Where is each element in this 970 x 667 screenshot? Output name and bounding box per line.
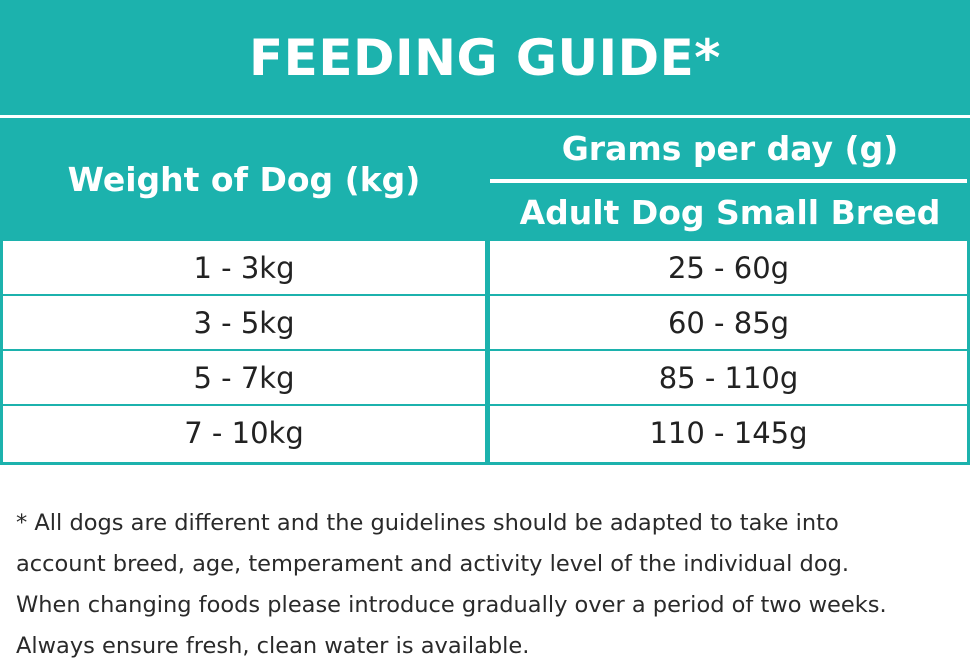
footnote-line: * All dogs are different and the guideli…	[16, 510, 839, 536]
table-row: 3 - 5kg 60 - 85g	[3, 294, 967, 349]
weight-cell: 5 - 7kg	[193, 360, 295, 395]
footnote-line: When changing foods please introduce gra…	[16, 592, 887, 618]
grams-column-header-label: Grams per day (g)	[561, 129, 899, 168]
feeding-table: Weight of Dog (kg) Grams per day (g) Adu…	[0, 118, 970, 465]
weight-cell: 7 - 10kg	[184, 415, 304, 450]
grams-column-header: Grams per day (g)	[490, 118, 970, 179]
table-body: 1 - 3kg 25 - 60g 3 - 5kg 60 - 85g 5 - 7k…	[3, 241, 967, 459]
breed-subheader: Adult Dog Small Breed	[490, 183, 970, 241]
weight-column-header: Weight of Dog (kg)	[3, 118, 485, 241]
weight-column-header-label: Weight of Dog (kg)	[67, 160, 421, 199]
grams-cell: 60 - 85g	[667, 305, 790, 340]
column-divider	[485, 118, 490, 462]
table-row: 5 - 7kg 85 - 110g	[3, 349, 967, 404]
table-row: 1 - 3kg 25 - 60g	[3, 241, 967, 294]
weight-cell: 1 - 3kg	[193, 250, 295, 285]
footnote: * All dogs are different and the guideli…	[16, 503, 956, 667]
table-row: 7 - 10kg 110 - 145g	[3, 404, 967, 459]
footnote-line: Always ensure fresh, clean water is avai…	[16, 633, 530, 659]
breed-subheader-label: Adult Dog Small Breed	[519, 192, 941, 232]
page-title-banner: FEEDING GUIDE*	[0, 0, 970, 115]
page-title: FEEDING GUIDE*	[249, 28, 721, 87]
weight-cell: 3 - 5kg	[193, 305, 295, 340]
footnote-line: account breed, age, temperament and acti…	[16, 551, 850, 577]
grams-cell: 25 - 60g	[667, 250, 790, 285]
grams-cell: 110 - 145g	[649, 415, 808, 450]
grams-cell: 85 - 110g	[658, 360, 799, 395]
